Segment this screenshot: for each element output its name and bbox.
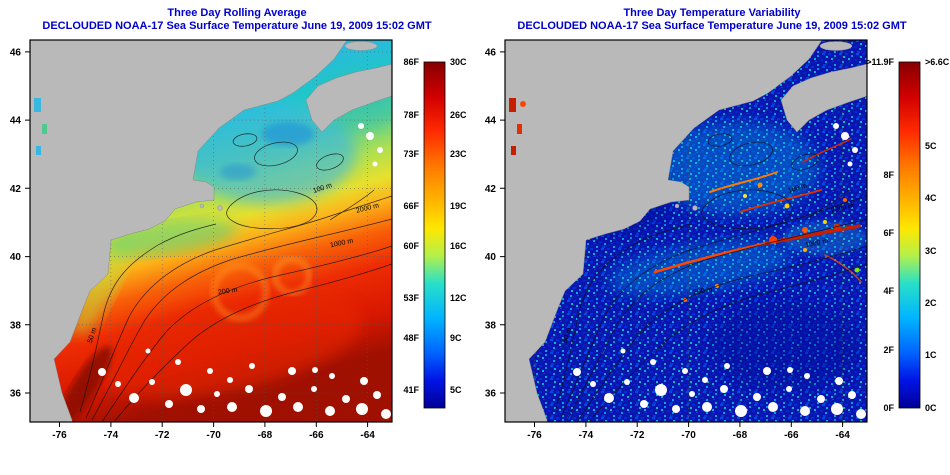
y-tick-label: 38 bbox=[10, 320, 22, 331]
colorbar-label-c: 23C bbox=[450, 149, 467, 159]
right-variability-map: 50 m 100 m 200 m 1000 m 2000 m bbox=[505, 40, 867, 422]
right-map-frame bbox=[504, 39, 868, 423]
colorbar-label-f: 48F bbox=[403, 333, 419, 343]
y-tick-label: 42 bbox=[485, 184, 497, 195]
colorbar-label-f: >11.9F bbox=[866, 57, 894, 67]
right-panel-subtitle: DECLOUDED NOAA-17 Sea Surface Temperatur… bbox=[517, 20, 906, 32]
colorbar-label-c: 30C bbox=[450, 57, 467, 67]
y-tick-label: 36 bbox=[485, 389, 497, 400]
y-tick-label: 40 bbox=[485, 252, 497, 263]
right-panel-title: Three Day Temperature Variability bbox=[623, 7, 801, 19]
x-tick-label: -74 bbox=[579, 430, 594, 441]
colorbar-label-f: 66F bbox=[403, 201, 419, 211]
colorbar-label-f: 86F bbox=[403, 57, 419, 67]
left-colorbar bbox=[423, 61, 446, 409]
x-tick-label: -70 bbox=[206, 430, 221, 441]
colorbar-label-c: 0C bbox=[925, 403, 937, 413]
colorbar-label-f: 8F bbox=[883, 170, 894, 180]
left-axis-ticks bbox=[25, 51, 369, 427]
colorbar-label-f: 60F bbox=[403, 241, 419, 251]
colorbar-label-c: 12C bbox=[450, 293, 467, 303]
colorbar-label-f: 6F bbox=[883, 228, 894, 238]
contour-label: 50 m bbox=[87, 327, 99, 344]
colorbar-label-c: 5C bbox=[450, 385, 462, 395]
colorbar-label-f: 53F bbox=[403, 293, 419, 303]
colorbar-label-c: >6.6C bbox=[925, 57, 950, 67]
colorbar-label-c: 19C bbox=[450, 201, 467, 211]
contour-label: 50 m bbox=[562, 327, 574, 344]
x-tick-label: -64 bbox=[360, 430, 375, 441]
lakes-overlay bbox=[509, 98, 526, 155]
x-tick-label: -70 bbox=[681, 430, 696, 441]
x-tick-label: -76 bbox=[52, 430, 67, 441]
lakes-overlay bbox=[34, 98, 47, 155]
y-tick-label: 44 bbox=[485, 116, 497, 127]
contour-label: 1000 m bbox=[330, 238, 354, 250]
variability-hotspots bbox=[683, 182, 860, 302]
left-panel-title: Three Day Rolling Average bbox=[167, 7, 306, 19]
x-tick-label: -72 bbox=[155, 430, 170, 441]
contour-label: 200 m bbox=[693, 287, 713, 297]
x-tick-label: -68 bbox=[733, 430, 748, 441]
y-tick-label: 42 bbox=[10, 184, 22, 195]
colorbar-label-c: 1C bbox=[925, 350, 937, 360]
x-tick-label: -68 bbox=[258, 430, 273, 441]
right-axis-ticks bbox=[500, 51, 844, 427]
colorbar-label-f: 78F bbox=[403, 110, 419, 120]
x-tick-label: -66 bbox=[309, 430, 324, 441]
y-tick-label: 44 bbox=[10, 116, 22, 127]
y-tick-label: 46 bbox=[485, 47, 497, 58]
y-tick-label: 40 bbox=[10, 252, 22, 263]
x-tick-label: -74 bbox=[104, 430, 119, 441]
y-tick-label: 46 bbox=[10, 47, 22, 58]
colorbar-label-c: 5C bbox=[925, 141, 937, 151]
colorbar-label-c: 16C bbox=[450, 241, 467, 251]
colorbar-label-c: 4C bbox=[925, 193, 937, 203]
colorbar-label-f: 0F bbox=[883, 403, 894, 413]
colorbar-label-f: 4F bbox=[883, 286, 894, 296]
colorbar-label-f: 73F bbox=[403, 149, 419, 159]
colorbar-label-c: 2C bbox=[925, 298, 937, 308]
colorbar-label-c: 9C bbox=[450, 333, 462, 343]
x-tick-label: -72 bbox=[630, 430, 645, 441]
y-tick-label: 36 bbox=[10, 389, 22, 400]
x-tick-label: -66 bbox=[784, 430, 799, 441]
left-map-frame bbox=[29, 39, 393, 423]
contour-label: 1000 m bbox=[805, 238, 829, 250]
colorbar-label-f: 2F bbox=[883, 345, 894, 355]
x-tick-label: -76 bbox=[527, 430, 542, 441]
colorbar-label-f: 41F bbox=[403, 385, 419, 395]
left-panel-subtitle: DECLOUDED NOAA-17 Sea Surface Temperatur… bbox=[42, 20, 431, 32]
x-tick-label: -64 bbox=[835, 430, 850, 441]
colorbar-label-c: 3C bbox=[925, 246, 937, 256]
contour-label: 200 m bbox=[218, 287, 238, 297]
y-tick-label: 38 bbox=[485, 320, 497, 331]
colorbar-label-c: 26C bbox=[450, 110, 467, 120]
right-colorbar bbox=[898, 61, 921, 409]
left-sst-map: 50 m 100 m 200 m 1000 m 2000 m bbox=[30, 40, 392, 422]
